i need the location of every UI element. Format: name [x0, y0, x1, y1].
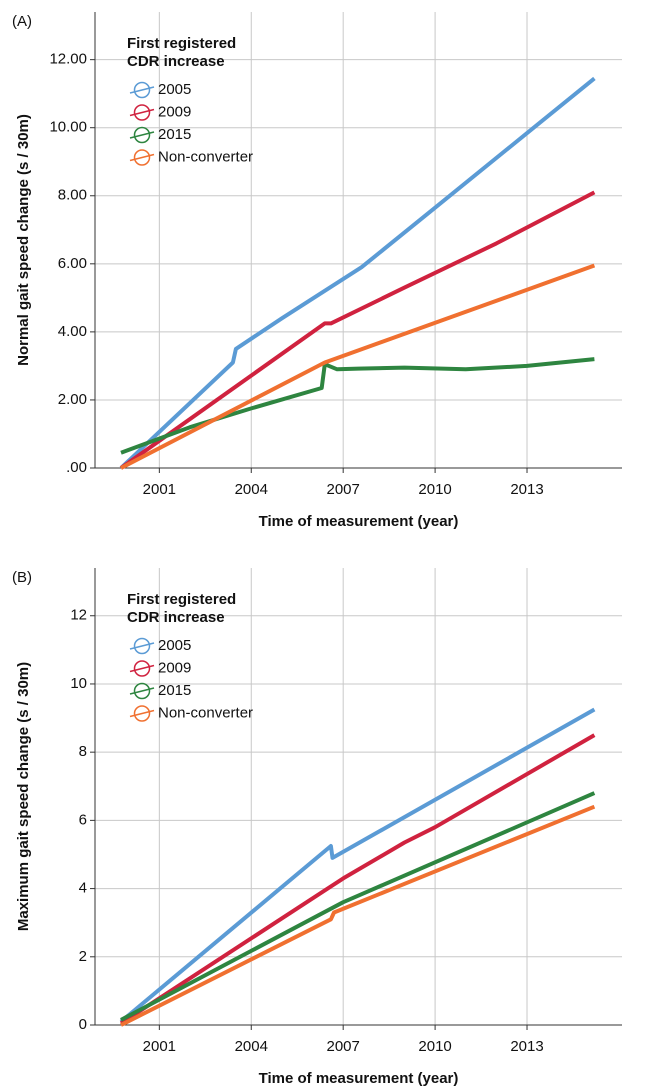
legend-title: First registered	[127, 35, 236, 52]
y-axis-label: Maximum gait speed change (s / 30m)	[15, 662, 32, 931]
y-tick-label: 6	[79, 811, 87, 828]
legend-swatch	[129, 86, 155, 94]
legend-swatch	[129, 642, 155, 650]
x-tick-label: 2010	[418, 481, 451, 498]
legend-item: 2015	[129, 682, 191, 700]
legend-marker	[133, 705, 151, 722]
legend-item: 2005	[129, 637, 191, 655]
y-tick-label: 10.00	[49, 119, 87, 136]
legend-item: Non-converter	[129, 148, 253, 166]
y-tick-label: 10	[70, 675, 87, 692]
line	[120, 791, 596, 1022]
legend-label: 2005	[158, 81, 191, 98]
y-tick-label: 2.00	[58, 391, 87, 408]
x-tick-label: 2007	[326, 481, 359, 498]
legend-marker	[133, 660, 151, 677]
line	[119, 190, 596, 470]
legend-marker	[133, 682, 151, 700]
legend-swatch	[129, 664, 155, 673]
legend-swatch	[129, 687, 155, 695]
legend-marker	[133, 81, 151, 99]
line	[119, 76, 596, 470]
line	[119, 707, 596, 1024]
y-tick-label: 2	[79, 948, 87, 965]
legend-swatch	[129, 709, 155, 718]
y-tick-label: 4.00	[58, 323, 87, 340]
y-tick-label: 12	[70, 607, 87, 624]
legend-label: 2015	[158, 682, 191, 699]
legend-title: CDR increase	[127, 609, 225, 626]
legend-item: 2009	[129, 103, 191, 121]
line	[120, 804, 596, 1027]
x-tick-label: 2001	[143, 1038, 176, 1055]
x-tick-label: 2013	[510, 481, 543, 498]
legend-marker	[133, 149, 151, 166]
x-tick-label: 2001	[143, 481, 176, 498]
legend-marker	[133, 104, 151, 121]
x-tick-label: 2007	[326, 1038, 359, 1055]
x-tick-label: 2004	[235, 1038, 268, 1055]
legend-label: 2009	[158, 103, 191, 120]
x-tick-label: 2010	[418, 1038, 451, 1055]
legend-title: First registered	[127, 591, 236, 608]
legend-item: Non-converter	[129, 704, 253, 722]
legend-label: Non-converter	[158, 148, 253, 165]
legend-item: 2009	[129, 659, 191, 677]
line	[119, 733, 596, 1025]
y-tick-label: 4	[79, 880, 87, 897]
y-tick-label: 12.00	[49, 51, 87, 68]
x-axis-label: Time of measurement (year)	[259, 1070, 459, 1087]
legend-label: 2015	[158, 126, 191, 143]
legend-title: CDR increase	[127, 53, 225, 70]
legend-label: 2005	[158, 637, 191, 654]
legend-item: 2005	[129, 81, 191, 99]
y-axis-label: Normal gait speed change (s / 30m)	[15, 114, 32, 366]
panel-label: (A)	[12, 13, 32, 30]
legend-marker	[133, 637, 151, 655]
legend-swatch	[129, 131, 155, 139]
panel-label: (B)	[12, 569, 32, 586]
line	[120, 357, 595, 455]
legend-marker	[133, 126, 151, 144]
y-tick-label: 8	[79, 743, 87, 760]
y-tick-label: 6.00	[58, 255, 87, 272]
legend-item: 2015	[129, 126, 191, 144]
x-axis-label: Time of measurement (year)	[259, 513, 459, 530]
legend-swatch	[129, 108, 155, 117]
y-tick-label: 0	[79, 1016, 87, 1033]
line	[120, 263, 596, 470]
legend-label: 2009	[158, 659, 191, 676]
y-tick-label: .00	[66, 459, 87, 476]
legend-swatch	[129, 153, 155, 162]
y-tick-label: 8.00	[58, 187, 87, 204]
x-tick-label: 2004	[235, 481, 268, 498]
legend-label: Non-converter	[158, 704, 253, 721]
x-tick-label: 2013	[510, 1038, 543, 1055]
